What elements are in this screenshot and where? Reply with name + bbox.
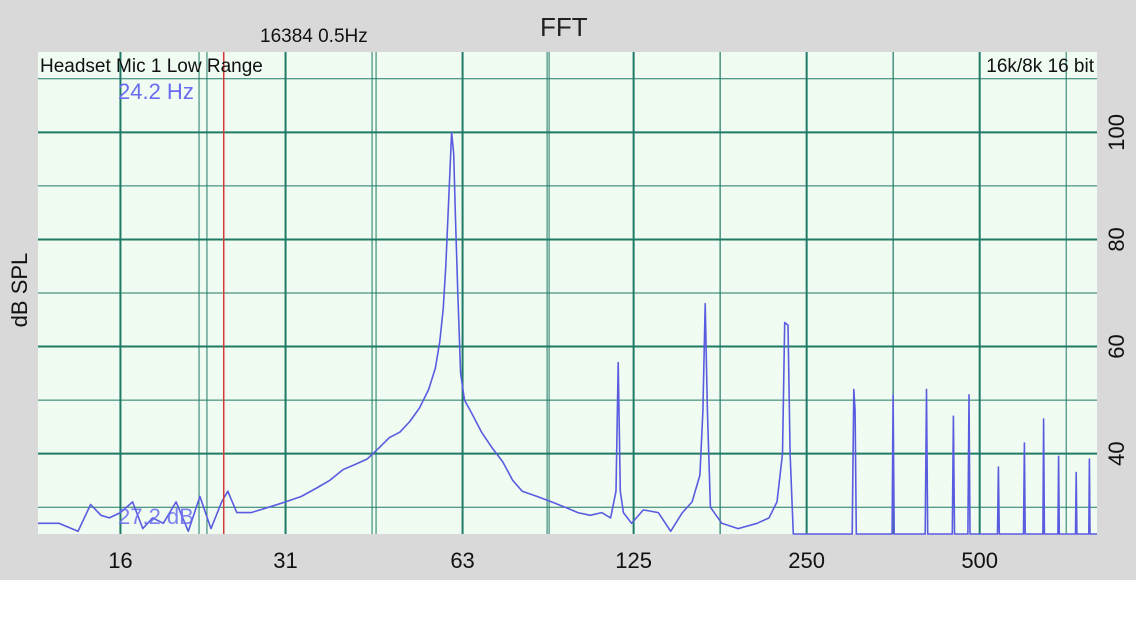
x-tick-label: 500 [961, 548, 998, 573]
x-tick-label: 63 [450, 548, 474, 573]
grid-lines [38, 52, 1097, 534]
chart-title: FFT [540, 12, 588, 42]
x-tick-labels: 16 31 63 125 250 500 [108, 548, 998, 573]
x-tick-label: 250 [788, 548, 825, 573]
x-tick-label: 125 [615, 548, 652, 573]
x-tick-label: 31 [273, 548, 297, 573]
cursor-frequency-readout: 24.2 Hz [118, 79, 194, 104]
y-tick-label: 100 [1104, 114, 1129, 151]
format-label: 16k/8k 16 bit [986, 56, 1094, 77]
x-tick-label: 16 [108, 548, 132, 573]
y-tick-label: 80 [1104, 227, 1129, 251]
y-tick-labels: 40 60 80 100 [1104, 114, 1129, 466]
cursor-level-readout: 27.2 dB [118, 504, 194, 529]
channel-label: Headset Mic 1 Low Range [40, 56, 263, 77]
y-tick-label: 60 [1104, 334, 1129, 358]
y-tick-label: 40 [1104, 441, 1129, 465]
fft-size-resolution-label: 16384 0.5Hz [260, 26, 368, 47]
spectrum-trace [38, 131, 1097, 535]
fft-plot[interactable]: Headset Mic 1 Low Range 16k/8k 16 bit 24… [0, 0, 1136, 580]
